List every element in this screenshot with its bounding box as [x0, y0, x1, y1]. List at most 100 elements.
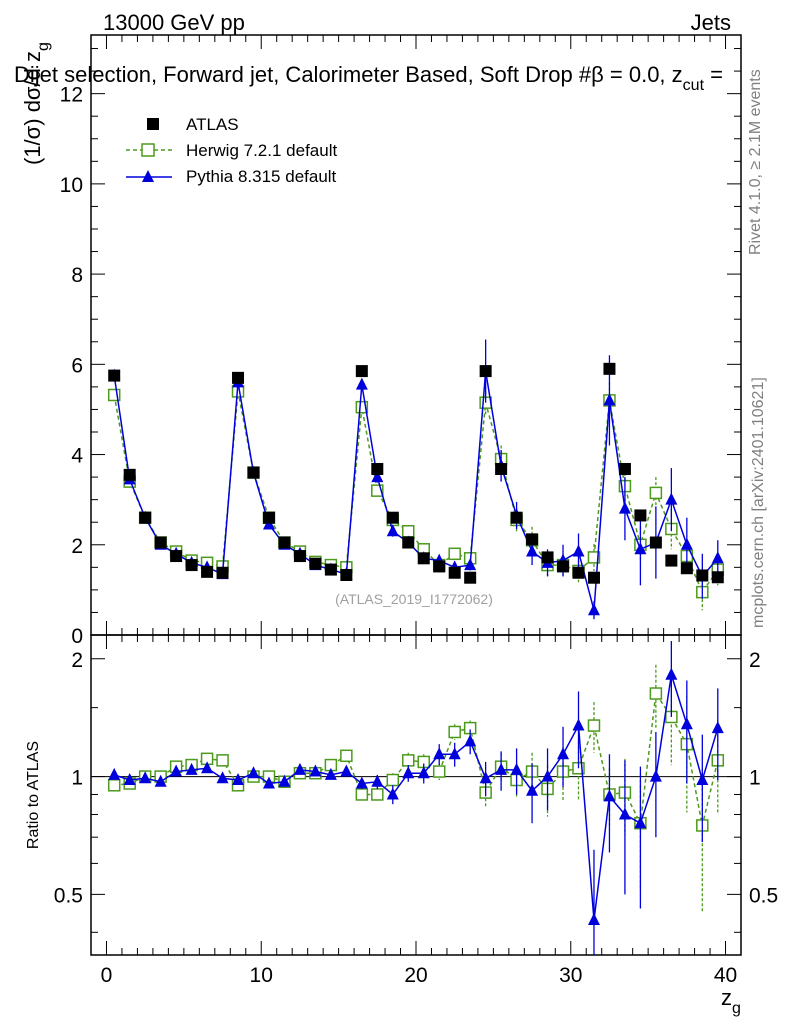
main-y-tick-label: 6 [71, 354, 83, 377]
pythia-point [618, 501, 631, 514]
pythia-ratio-point [557, 747, 570, 760]
atlas-point [154, 536, 167, 549]
pythia-point [526, 544, 539, 557]
pythia-ratio-point [262, 776, 275, 789]
category-label: Jets [691, 10, 731, 35]
pythia-point [634, 542, 647, 555]
energy-label: 13000 GeV pp [103, 10, 245, 35]
legend-marker-herwig [141, 143, 155, 157]
herwig-point [371, 484, 384, 497]
ratio-y-tick-label-right: 0.5 [749, 884, 778, 907]
analysis-watermark: (ATLAS_2019_I1772062) [335, 591, 493, 607]
pythia-ratio-point [278, 774, 291, 787]
atlas-point [324, 563, 337, 576]
atlas-point [634, 509, 647, 522]
atlas-point [649, 536, 662, 549]
pythia-ratio-point [201, 761, 214, 774]
pythia-ratio-point [603, 789, 616, 802]
pythia-ratio-point [386, 787, 399, 800]
legend-marker-pythia [142, 170, 154, 182]
main-y-axis: 0 2 4 6 8 10 12 [60, 48, 741, 648]
main-y-axis-label: (1/σ) dσ/d zg [20, 42, 52, 165]
pythia-ratio-point [216, 771, 229, 784]
atlas-point [247, 466, 260, 479]
main-y-tick-label: 0 [71, 625, 83, 648]
ratio-y-tick-label: 1 [71, 767, 83, 790]
pythia-ratio-point [402, 766, 415, 779]
pythia-ratio-point [541, 769, 554, 782]
atlas-point [371, 462, 384, 475]
atlas-point [618, 462, 631, 475]
atlas-point [464, 571, 477, 584]
atlas-point [123, 468, 136, 481]
atlas-point [262, 511, 275, 524]
x-tick-label: 20 [404, 964, 427, 987]
atlas-point [293, 550, 306, 563]
pythia-ratio-point [618, 807, 631, 820]
pythia-ratio-point [324, 767, 337, 780]
legend-label-atlas: ATLAS [186, 115, 239, 134]
atlas-point [108, 369, 121, 382]
pythia-point [603, 393, 616, 406]
main-y-tick-label: 12 [60, 84, 83, 107]
pythia-point [587, 603, 600, 616]
herwig-ratio-point [216, 754, 229, 767]
atlas-point [696, 569, 709, 582]
pythia-point [371, 470, 384, 483]
main-series-layer [107, 339, 725, 620]
pythia-point [680, 537, 693, 550]
pythia-ratio-point [572, 718, 585, 731]
pythia-ratio-point [139, 771, 152, 784]
main-y-tick-label: 8 [71, 264, 83, 287]
pythia-ratio-point [417, 766, 430, 779]
pythia-ratio-point [464, 734, 477, 747]
herwig-point [448, 547, 461, 561]
atlas-point [541, 551, 554, 564]
pythia-ratio-point [649, 769, 662, 782]
ratio-series-layer [107, 641, 725, 955]
pythia-point [386, 524, 399, 537]
legend-label-herwig: Herwig 7.2.1 default [186, 141, 337, 160]
pythia-ratio-point [154, 774, 167, 787]
pythia-ratio-point [293, 762, 306, 775]
herwig-point [402, 524, 415, 538]
atlas-point [557, 560, 570, 573]
herwig-ratio-point [432, 765, 446, 778]
x-axis: 0 10 20 30 40 [90, 35, 742, 987]
herwig-point [649, 486, 663, 500]
pythia-ratio-point [340, 764, 353, 777]
pythia-ratio-point [247, 766, 260, 779]
ratio-y-axis: 0.5 0.5 1 1 2 2 [54, 649, 778, 933]
pythia-ratio-point [711, 721, 724, 734]
pythia-ratio-point [433, 747, 446, 760]
rivet-version-label: Rivet 4.1.0, ≥ 2.1M events [747, 69, 764, 255]
atlas-point [603, 362, 616, 375]
pythia-ratio-point [123, 772, 136, 785]
herwig-point [587, 551, 601, 564]
pythia-ratio-point [495, 762, 508, 775]
pythia-ratio-line [113, 674, 719, 921]
mcplots-reference-label: mcplots.cern.ch [arXiv:2401.10621] [750, 377, 767, 628]
main-y-tick-label: 4 [71, 445, 83, 468]
pythia-ratio-point [510, 762, 523, 775]
pythia-ratio-point [587, 913, 600, 926]
atlas-point [185, 559, 198, 572]
pythia-ratio-point [108, 767, 121, 780]
pythia-line [113, 370, 719, 611]
main-y-tick-label: 2 [71, 535, 83, 558]
pythia-ratio-point [355, 776, 368, 789]
pythia-ratio-point [680, 717, 693, 730]
ratio-y-axis-label: Ratio to ATLAS [25, 741, 42, 849]
pythia-point [355, 377, 368, 390]
pythia-series [108, 339, 724, 620]
herwig-ratio-point [587, 719, 601, 732]
atlas-point [355, 365, 368, 378]
pythia-ratio-point [665, 667, 678, 680]
atlas-point [448, 566, 461, 579]
atlas-point [278, 536, 291, 549]
atlas-point [526, 533, 539, 546]
pythia-ratio-point [634, 816, 647, 829]
atlas-point [340, 569, 353, 581]
atlas-point [386, 511, 399, 524]
